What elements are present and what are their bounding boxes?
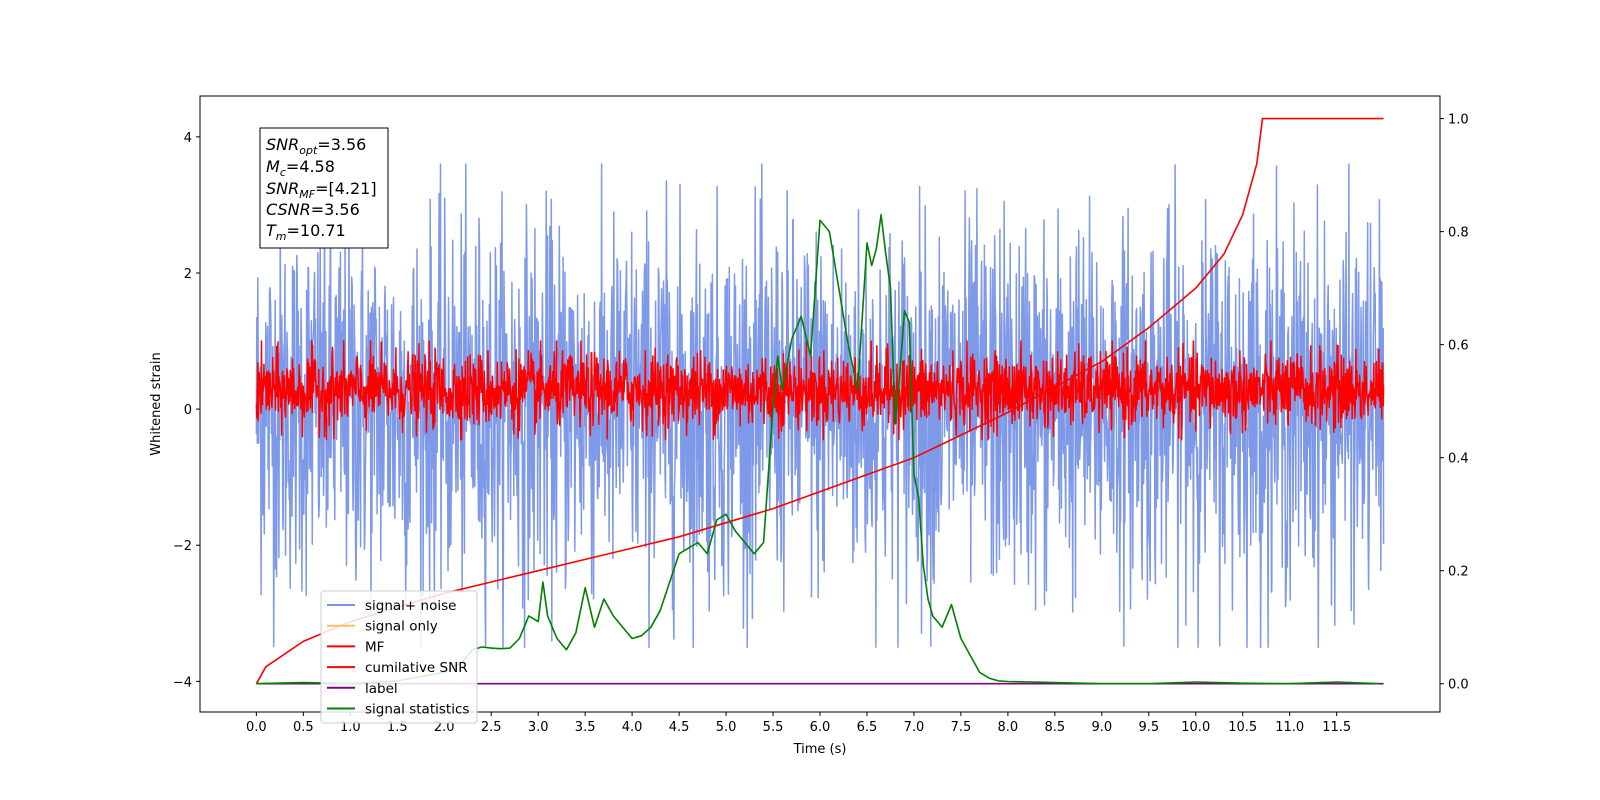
x-tick-label: 11.0 (1275, 720, 1304, 735)
y2-axis-ticks: 0.0 0.2 0.4 0.6 0.8 1.0 (1440, 113, 1469, 693)
x-tick-label: 5.0 (716, 720, 737, 735)
x-tick-label: 4.0 (622, 720, 643, 735)
y-tick-label: 2 (184, 267, 192, 282)
x-tick-label: 8.0 (998, 720, 1019, 735)
info-snr-opt: SNRopt=3.56 (266, 135, 366, 157)
y2-tick-label: 0.4 (1448, 452, 1469, 467)
y-axis-label: Whitened strain (149, 352, 164, 455)
x-tick-label: 0.0 (246, 720, 267, 735)
y2-tick-label: 0.2 (1448, 565, 1469, 580)
y-tick-label: 4 (184, 131, 192, 146)
x-tick-label: 9.0 (1091, 720, 1112, 735)
info-snr-mf: SNRMF=[4.21] (266, 179, 377, 201)
y2-tick-label: 0.8 (1448, 226, 1469, 241)
legend-label-signal-noise: signal+ noise (365, 598, 456, 614)
x-tick-label: 1.0 (340, 720, 361, 735)
info-mc: Mc=4.58 (266, 157, 335, 179)
legend-label-signal-only: signal only (365, 619, 438, 635)
y2-tick-label: 0.0 (1448, 678, 1469, 693)
y-tick-label: −2 (173, 539, 192, 554)
x-tick-label: 3.0 (528, 720, 549, 735)
x-tick-label: 5.5 (763, 720, 784, 735)
legend-label-signal-statistics: signal statistics (365, 702, 469, 718)
y-axis-ticks: −4 −2 0 2 4 (173, 131, 200, 690)
legend-label-mf: MF (365, 639, 384, 655)
y-tick-label: −4 (173, 675, 192, 690)
legend-label-cumilative-snr: cumilative SNR (365, 660, 468, 676)
x-axis-label: Time (s) (793, 742, 847, 757)
x-tick-label: 10.0 (1181, 720, 1210, 735)
x-tick-label: 1.5 (387, 720, 408, 735)
y-tick-label: 0 (184, 403, 192, 418)
x-tick-label: 6.5 (857, 720, 878, 735)
series-line-signal-noise (255, 163, 1385, 649)
x-tick-label: 3.5 (575, 720, 596, 735)
x-tick-label: 9.5 (1138, 720, 1159, 735)
x-tick-label: 2.5 (481, 720, 502, 735)
info-csnr: CSNR=3.56 (266, 200, 360, 219)
x-tick-label: 2.0 (434, 720, 455, 735)
y2-tick-label: 0.6 (1448, 339, 1469, 354)
x-tick-label: 7.5 (951, 720, 972, 735)
x-tick-label: 4.5 (669, 720, 690, 735)
series-line-mf (255, 340, 1385, 441)
x-tick-label: 8.5 (1045, 720, 1066, 735)
x-tick-label: 10.5 (1228, 720, 1257, 735)
x-tick-label: 0.5 (293, 720, 314, 735)
x-tick-label: 6.0 (810, 720, 831, 735)
legend-frame (320, 590, 478, 724)
y2-tick-label: 1.0 (1448, 113, 1469, 128)
legend: signal+ noise signal only MF cumilative SNR… (320, 590, 478, 724)
legend-label-label: label (365, 681, 398, 697)
info-box: SNRopt=3.56 Mc=4.58 SNRMF=[4.21] CSNR=3.… (259, 127, 389, 249)
info-box-frame (259, 127, 389, 249)
info-tm: Tm=10.71 (266, 221, 346, 243)
x-tick-label: 7.0 (904, 720, 925, 735)
x-tick-label: 11.5 (1322, 720, 1351, 735)
series-line-signal-statistics (256, 213, 1379, 685)
x-axis-ticks: 0.0 0.5 1.0 1.5 2.0 2.5 3.0 3.5 4.0 4.5 5.0 5.5 6.0 6… (246, 712, 1351, 735)
